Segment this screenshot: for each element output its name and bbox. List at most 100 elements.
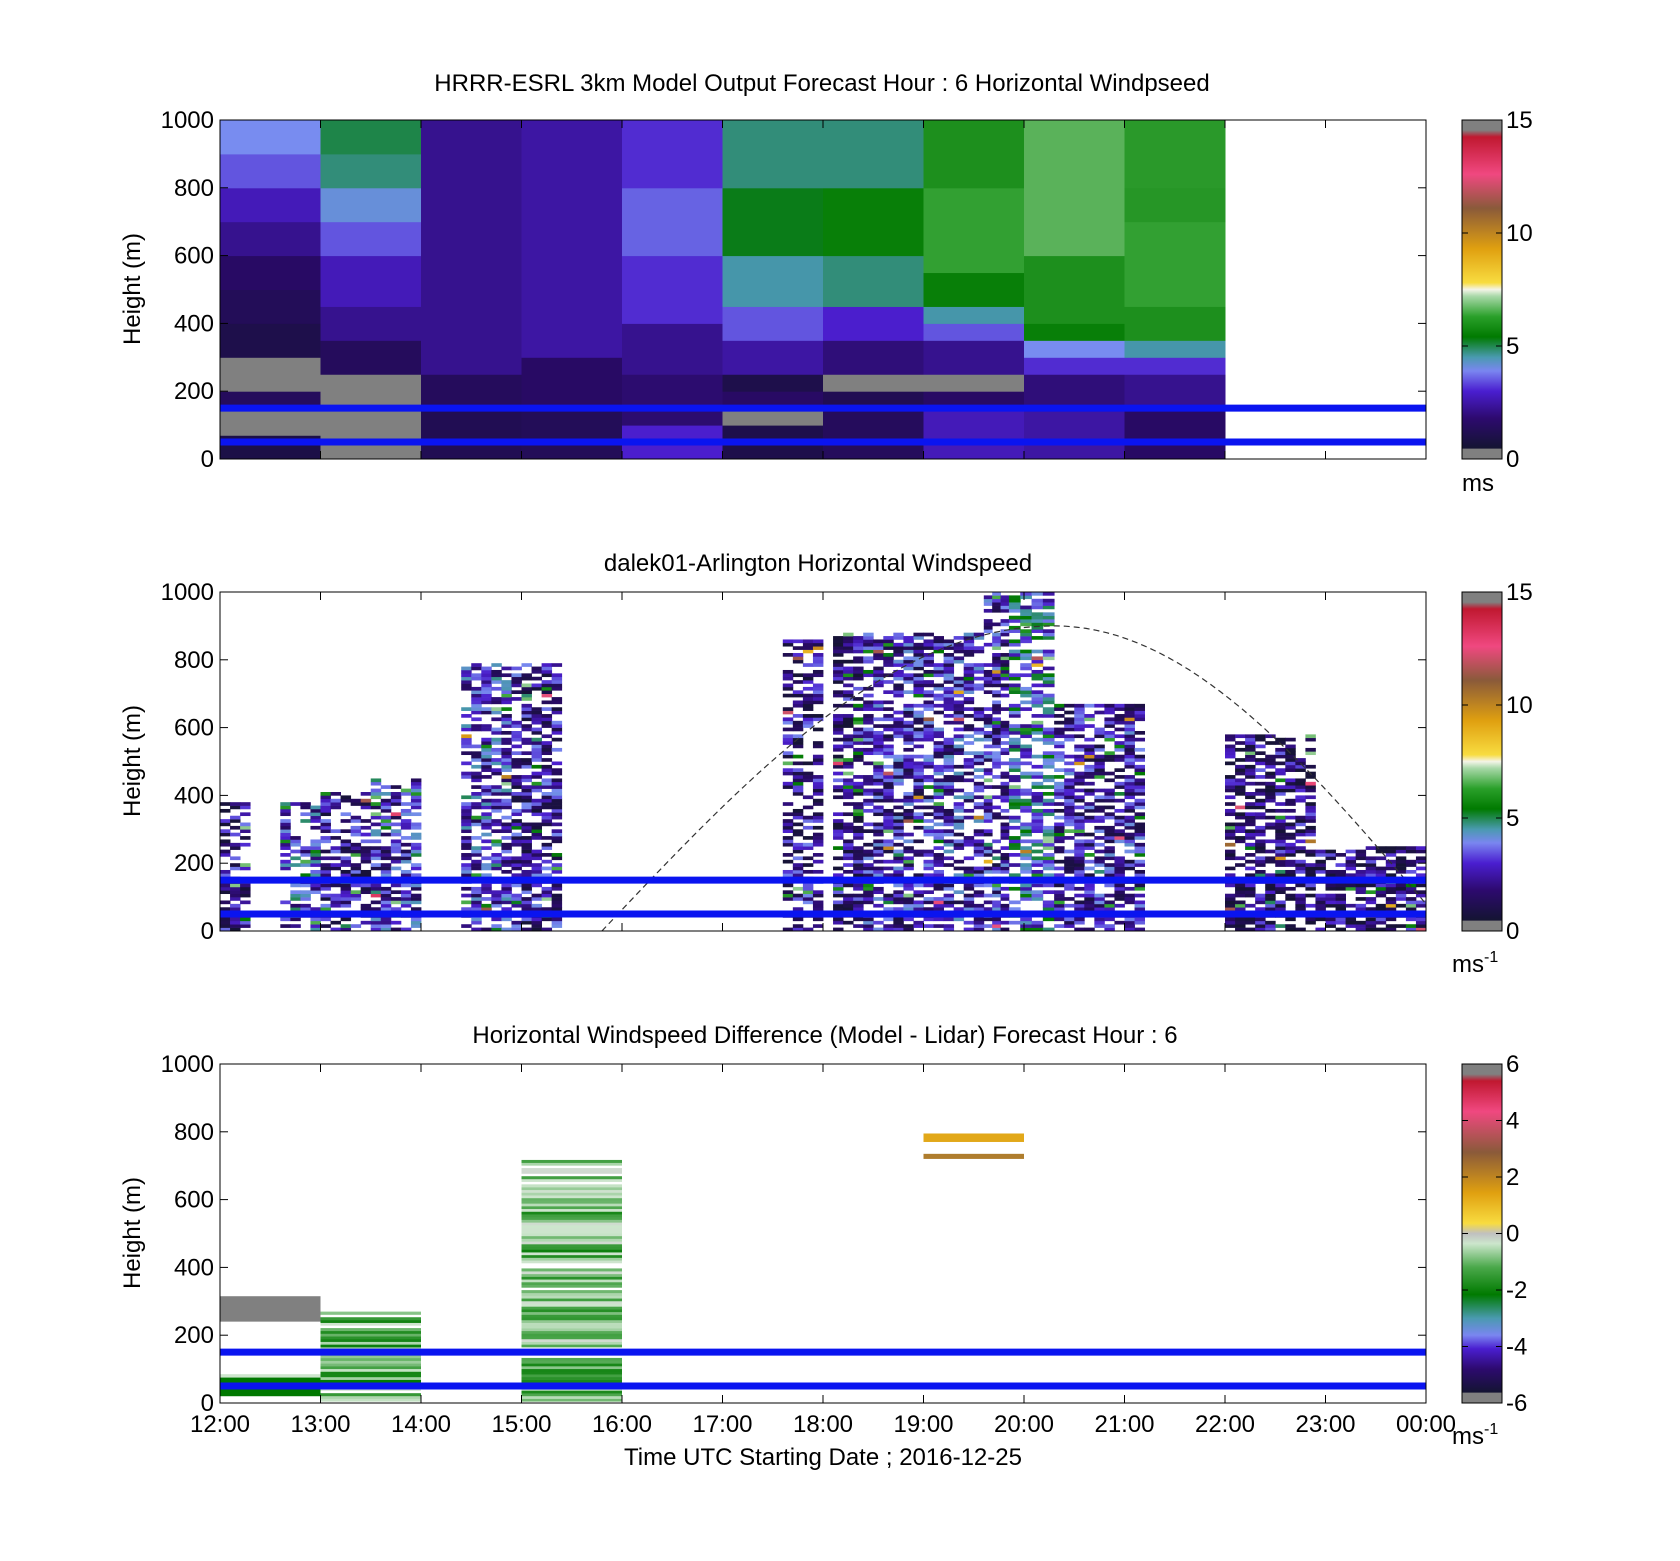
- heatmap-cell: [923, 829, 934, 833]
- heatmap-cell: [1064, 720, 1075, 725]
- heatmap-cell: [963, 636, 975, 640]
- heatmap-cell: [1235, 758, 1246, 762]
- heatmap-cell: [1255, 839, 1266, 844]
- heatmap-cell: [933, 808, 944, 813]
- heatmap-cell: [1042, 825, 1055, 830]
- heatmap-cell: [1415, 903, 1427, 908]
- heatmap-cell: [471, 697, 482, 701]
- heatmap-cell: [551, 676, 563, 681]
- heatmap-cell: [1104, 771, 1115, 776]
- heatmap-cell: [531, 832, 542, 837]
- heatmap-cell: [1345, 917, 1357, 922]
- heatmap-cell: [1265, 859, 1276, 864]
- heatmap-cell: [863, 727, 874, 732]
- heatmap-cell: [521, 1322, 622, 1326]
- heatmap-cell: [471, 778, 482, 783]
- heatmap-cell: [511, 924, 522, 928]
- heatmap-cell: [933, 771, 944, 776]
- heatmap-cell: [310, 842, 321, 847]
- heatmap-cell: [853, 917, 864, 922]
- heatmap-cell: [511, 927, 522, 932]
- heatmap-cell: [1020, 849, 1032, 854]
- heatmap-cell: [923, 812, 934, 817]
- heatmap-cell: [1084, 893, 1095, 898]
- heatmap-cell: [843, 897, 854, 901]
- heatmap-cell: [992, 642, 1001, 647]
- heatmap-cell: [461, 707, 472, 711]
- heatmap-cell: [863, 642, 874, 647]
- heatmap-cell: [1134, 785, 1145, 789]
- heatmap-cell: [471, 859, 482, 864]
- heatmap-cell: [1008, 639, 1021, 644]
- heatmap-cell: [1031, 873, 1044, 878]
- heatmap-cell: [853, 805, 864, 810]
- heatmap-cell: [1134, 893, 1145, 898]
- heatmap-cell: [963, 771, 975, 776]
- heatmap-cell: [320, 866, 331, 871]
- heatmap-cell: [340, 917, 352, 922]
- heatmap-cell: [873, 764, 884, 769]
- heatmap-cell: [501, 846, 512, 850]
- heatmap-cell: [1275, 907, 1286, 911]
- heatmap-cell: [953, 866, 965, 871]
- heatmap-cell: [521, 408, 623, 460]
- heatmap-cell: [471, 849, 482, 854]
- heatmap-cell: [893, 676, 904, 681]
- heatmap-cell: [290, 863, 301, 867]
- heatmap-cell: [812, 683, 824, 688]
- heatmap-cell: [400, 903, 412, 908]
- heatmap-cell: [1042, 605, 1055, 610]
- heatmap-cell: [481, 747, 492, 752]
- heatmap-cell: [340, 856, 352, 861]
- heatmap-cell: [551, 761, 563, 766]
- heatmap-cell: [853, 734, 864, 739]
- heatmap-cell: [1104, 737, 1115, 742]
- heatmap-cell: [521, 1344, 622, 1348]
- heatmap-cell: [521, 1292, 622, 1296]
- heatmap-cell: [400, 836, 412, 840]
- heatmap-cell: [1000, 761, 1010, 766]
- heatmap-cell: [943, 788, 955, 793]
- heatmap-cell: [320, 792, 331, 796]
- heatmap-cell: [320, 1333, 421, 1337]
- heatmap-cell: [1064, 897, 1075, 901]
- heatmap-cell: [923, 900, 934, 905]
- heatmap-cell: [1124, 187, 1226, 223]
- heatmap-cell: [380, 863, 392, 867]
- heatmap-cell: [1084, 883, 1095, 888]
- heatmap-cell: [280, 812, 291, 817]
- heatmap-cell: [933, 822, 944, 827]
- heatmap-cell: [883, 636, 894, 640]
- heatmap-cell: [541, 758, 553, 762]
- heatmap-cell: [491, 771, 502, 776]
- heatmap-cell: [792, 924, 804, 928]
- heatmap-cell: [973, 805, 985, 810]
- heatmap-cell: [491, 686, 502, 691]
- heatmap-cell: [863, 792, 874, 796]
- heatmap-cell: [531, 754, 542, 759]
- heatmap-cell: [1074, 714, 1085, 718]
- heatmap-cell: [893, 924, 904, 928]
- heatmap-cell: [812, 727, 824, 732]
- heatmap-cell: [551, 707, 563, 711]
- heatmap-cell: [913, 920, 924, 925]
- heatmap-cell: [843, 646, 854, 650]
- heatmap-cell: [992, 656, 1001, 661]
- heatmap-cell: [792, 734, 804, 739]
- heatmap-cell: [1054, 907, 1065, 911]
- heatmap-cell: [1104, 832, 1115, 837]
- heatmap-cell: [1255, 792, 1266, 796]
- heatmap-cell: [903, 907, 914, 911]
- heatmap-cell: [410, 866, 422, 871]
- heatmap-cell: [521, 907, 532, 911]
- heatmap-cell: [1124, 747, 1135, 752]
- heatmap-cell: [863, 747, 874, 752]
- heatmap-cell: [280, 863, 291, 867]
- heatmap-cell: [1255, 849, 1266, 854]
- x-tick-label: 13:00: [290, 1411, 350, 1438]
- heatmap-cell: [360, 846, 372, 850]
- heatmap-cell: [1124, 340, 1226, 358]
- heatmap-cell: [1265, 795, 1276, 800]
- heatmap-cell: [1235, 805, 1246, 810]
- heatmap-cell: [1000, 785, 1010, 789]
